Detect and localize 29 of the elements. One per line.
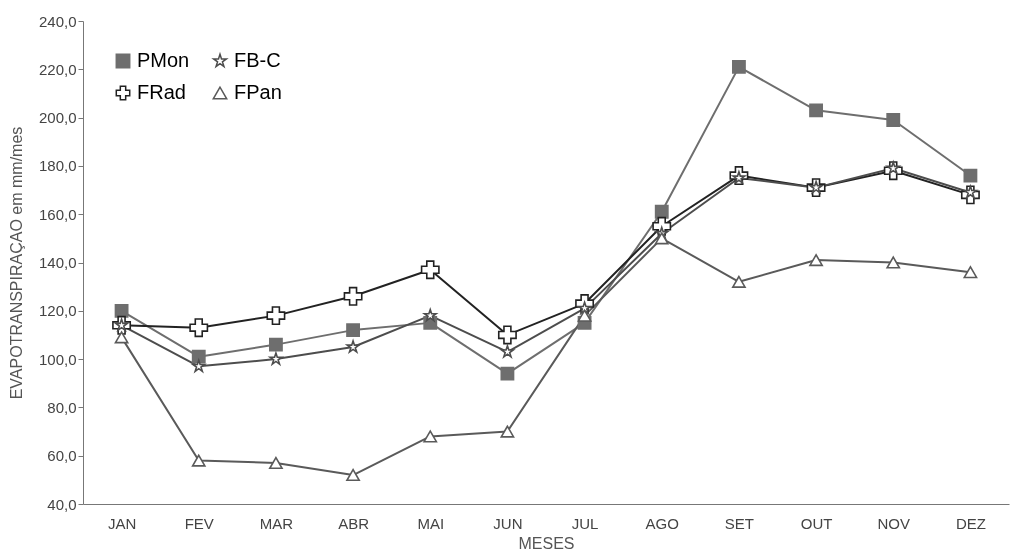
y-tick-label: 120,0: [38, 302, 77, 320]
x-axis-title: MESES: [518, 534, 575, 552]
x-tick-label: MAI: [417, 514, 445, 532]
y-tick-label: 60,0: [47, 447, 77, 465]
y-tick-label: 140,0: [38, 254, 77, 271]
x-tick-label: JUN: [493, 514, 523, 532]
x-tick-label: DEZ: [955, 514, 986, 532]
x-tick-label: FEV: [184, 514, 214, 532]
legend-label: FB-C: [234, 49, 281, 71]
y-tick-label: 80,0: [47, 398, 77, 416]
x-tick-label: AGO: [645, 514, 679, 532]
legend-label: FRad: [137, 81, 186, 103]
legend-label: PMon: [137, 49, 190, 71]
y-tick-label: 100,0: [38, 350, 77, 368]
y-tick-label: 160,0: [38, 205, 77, 223]
x-tick-label: MAR: [259, 514, 294, 532]
x-tick-label: OUT: [800, 514, 833, 532]
y-axis-title: EVAPOTRANSPIRAÇAO em mm/mes: [7, 126, 25, 400]
y-tick-label: 180,0: [38, 157, 77, 175]
y-tick-label: 220,0: [38, 60, 77, 78]
y-tick-label: 40,0: [47, 495, 77, 513]
x-tick-label: ABR: [338, 514, 370, 532]
x-tick-label: NOV: [877, 514, 911, 532]
y-tick-label: 200,0: [38, 109, 77, 127]
x-tick-label: JUL: [571, 514, 599, 532]
y-tick-label: 240,0: [38, 12, 77, 30]
legend-label: FPan: [234, 81, 282, 103]
x-tick-label: SET: [724, 514, 755, 532]
x-tick-label: JAN: [107, 514, 137, 532]
